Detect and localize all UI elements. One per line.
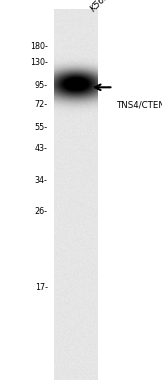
Text: TNS4/CTEN: TNS4/CTEN bbox=[117, 100, 162, 109]
Text: 180-: 180- bbox=[30, 42, 48, 51]
Text: 17-: 17- bbox=[35, 283, 48, 293]
Text: 43-: 43- bbox=[35, 144, 48, 153]
Text: K562: K562 bbox=[89, 0, 112, 14]
Text: 26-: 26- bbox=[35, 207, 48, 216]
Text: 72-: 72- bbox=[35, 100, 48, 109]
Text: 55-: 55- bbox=[35, 123, 48, 132]
Text: 95-: 95- bbox=[35, 81, 48, 90]
Text: 34-: 34- bbox=[35, 176, 48, 185]
Text: 130-: 130- bbox=[30, 57, 48, 67]
